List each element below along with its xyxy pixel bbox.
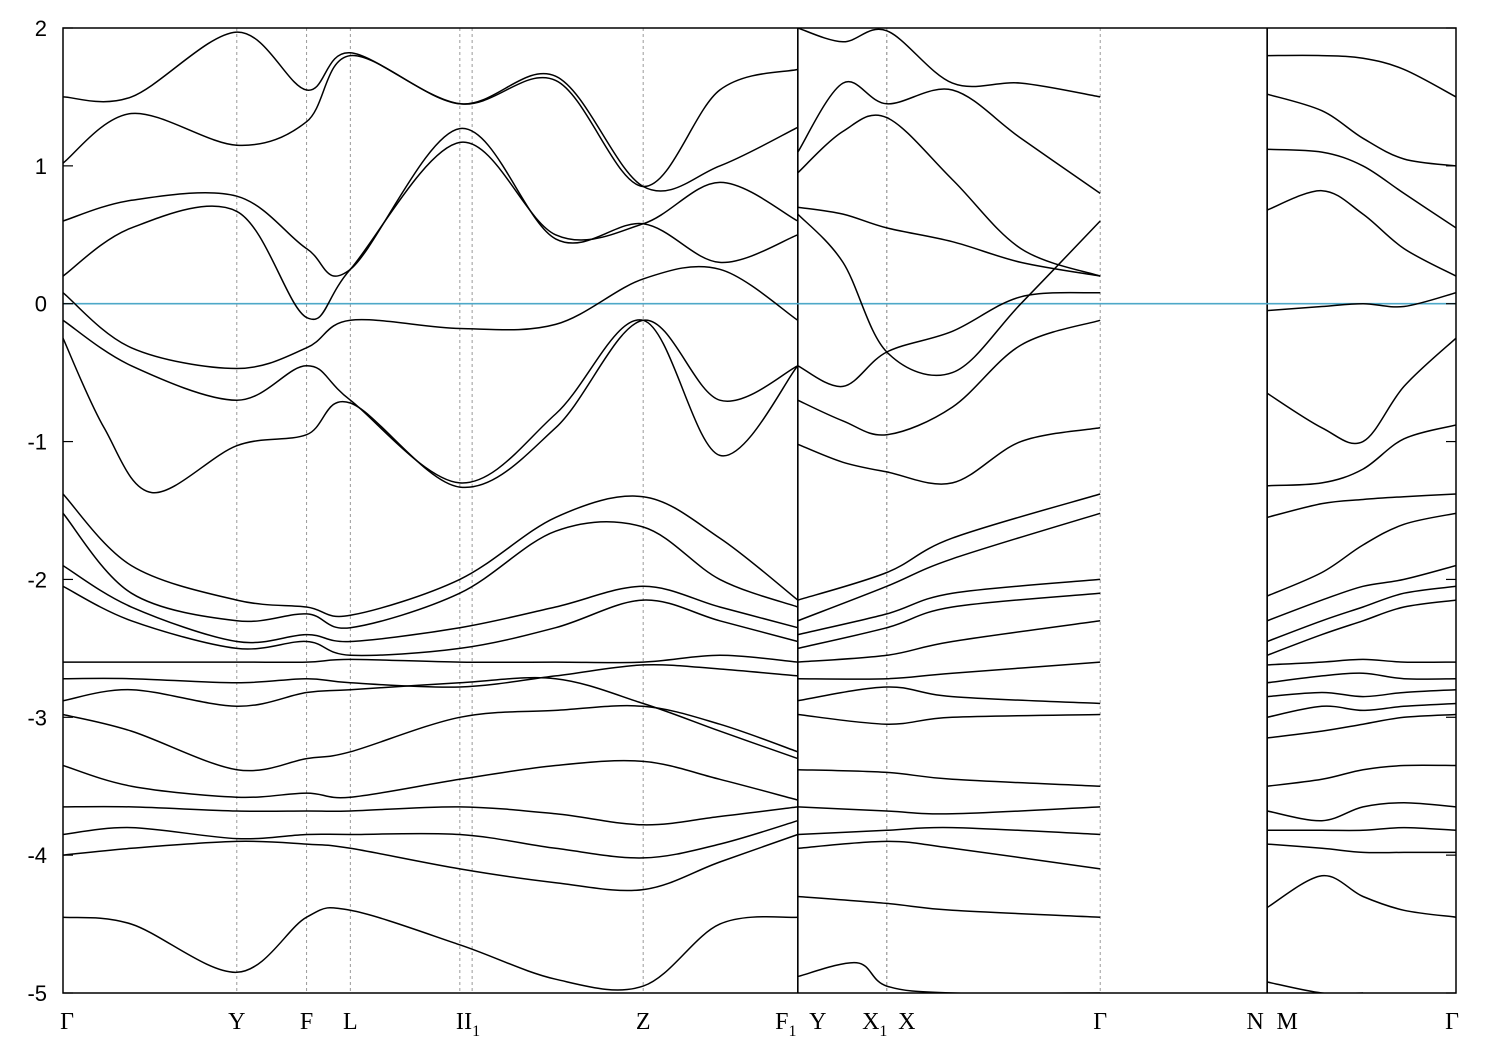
band-line-55 [1267, 672, 1456, 684]
band-line-1 [63, 319, 799, 484]
band-line-10 [63, 585, 798, 657]
band-line-14 [63, 704, 799, 772]
band-line-53 [1266, 599, 1456, 657]
band-line-3 [63, 141, 799, 321]
band-line-32 [797, 620, 1101, 663]
kpoint-label: Y [228, 1009, 245, 1035]
band-line-61 [1267, 826, 1456, 832]
plot-frame [62, 27, 1457, 994]
kpoint-label: Z [636, 1009, 651, 1035]
band-line-62 [1267, 843, 1456, 854]
kpoint-label: L [343, 1009, 358, 1035]
band-line-54 [1267, 658, 1456, 666]
band-line-9 [63, 564, 798, 644]
band-line-18 [63, 833, 799, 892]
y-tick-label: 2 [35, 16, 47, 41]
kpoint-label: Γ [60, 1009, 74, 1035]
band-line-30 [797, 578, 1101, 636]
y-tick-label: -2 [27, 567, 47, 592]
y-tick-label: 1 [35, 154, 47, 179]
band-line-5 [63, 54, 799, 192]
band-line-27 [797, 206, 1101, 277]
y-tick-label: -5 [27, 981, 47, 1006]
kpoint-label: N [1246, 1009, 1263, 1035]
band-line-60 [1267, 802, 1456, 822]
band-line-40 [797, 895, 1101, 918]
kpoint-gridlines [236, 28, 1268, 993]
band-line-46 [1267, 148, 1456, 229]
band-line-41 [797, 961, 1101, 993]
kpoint-label: F1 [775, 1009, 796, 1040]
y-tick-label: -1 [27, 430, 47, 455]
kpoint-label: X [898, 1009, 915, 1035]
band-line-48 [1267, 54, 1456, 98]
band-line-37 [797, 806, 1101, 815]
band-line-42 [1267, 291, 1456, 312]
band-line-19 [63, 906, 798, 991]
band-line-20 [797, 291, 1101, 388]
y-tick-label: -4 [27, 843, 47, 868]
band-line-38 [797, 826, 1101, 836]
band-line-22 [797, 427, 1101, 485]
kpoint-label: Γ [1445, 1009, 1459, 1035]
band-line-21 [797, 319, 1101, 436]
band-line-12 [63, 663, 798, 688]
band-line-24 [797, 114, 1101, 277]
band-line-56 [1267, 688, 1456, 698]
kpoint-label: Y [809, 1009, 826, 1035]
band-line-33 [797, 661, 1101, 680]
band-line-15 [63, 759, 798, 801]
band-line-52 [1266, 585, 1456, 643]
band-line-58 [1267, 713, 1456, 739]
band-line-49 [1267, 493, 1456, 519]
band-line-31 [797, 592, 1101, 650]
band-line-8 [63, 512, 799, 629]
band-line-7 [63, 493, 799, 618]
band-line-44 [1267, 424, 1456, 487]
band-line-50 [1266, 512, 1456, 597]
band-line-39 [797, 840, 1101, 870]
y-tick-label: -3 [27, 705, 47, 730]
band-line-4 [63, 127, 799, 277]
band-line-28 [797, 493, 1101, 601]
band-line-34 [797, 686, 1101, 705]
band-line-23 [797, 213, 1101, 377]
kpoint-label: I1 [464, 1009, 480, 1040]
band-line-11 [63, 654, 798, 664]
kpoint-label: I [456, 1009, 464, 1035]
band-lines [63, 28, 1456, 993]
y-tick-label: 0 [35, 292, 47, 317]
kpoint-label: X1 [862, 1009, 887, 1040]
band-line-57 [1267, 702, 1456, 719]
band-line-45 [1266, 189, 1456, 277]
band-line-51 [1266, 564, 1456, 622]
band-line-2 [63, 319, 799, 494]
kpoint-label: Γ [1093, 1009, 1107, 1035]
band-line-25 [797, 80, 1101, 195]
band-line-16 [63, 805, 798, 826]
band-line-47 [1266, 93, 1456, 167]
band-line-35 [797, 713, 1101, 725]
band-line-29 [797, 512, 1101, 622]
band-line-63 [1266, 875, 1456, 918]
band-line-26 [797, 28, 1101, 98]
band-line-59 [1267, 764, 1456, 787]
band-line-6 [63, 31, 798, 188]
band-line-43 [1266, 337, 1456, 445]
axis-labels: -5 -4 -3 -2 -1 0 1 2 Γ Y F L I I1 Z F1 Y X1 X Γ N M Γ [27, 16, 1459, 1040]
band-line-17 [63, 819, 799, 859]
band-line-64 [1267, 981, 1363, 993]
band-line-36 [797, 768, 1101, 787]
band-line-0 [63, 265, 799, 370]
band-line-13 [63, 676, 799, 760]
kpoint-label: M [1276, 1009, 1297, 1035]
kpoint-label: F [300, 1009, 313, 1035]
